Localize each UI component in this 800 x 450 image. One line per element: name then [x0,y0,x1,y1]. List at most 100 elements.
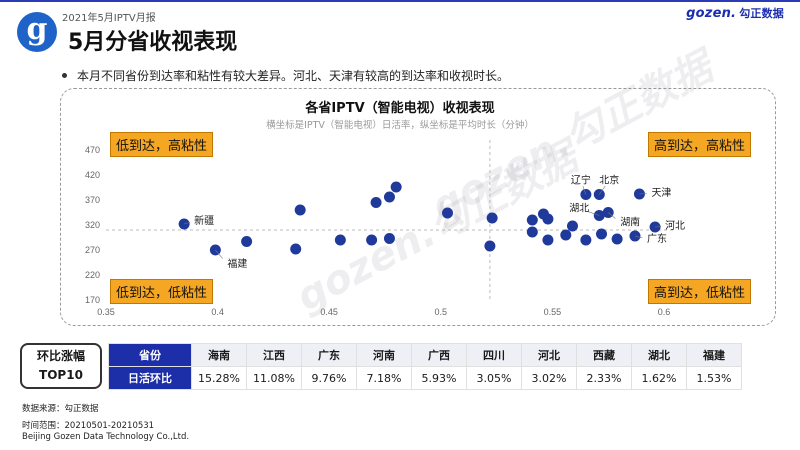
top10-label: 环比涨幅 TOP10 [20,343,102,389]
point-leader-line [655,226,662,228]
province-cell: 河南 [356,343,412,367]
x-tick-label: 0.35 [97,307,115,317]
point-leader-line [599,185,606,195]
point-leader-line [639,193,647,195]
data-point [383,233,395,244]
y-tick-label: 320 [85,220,100,230]
time-range: 时间范围：20210501-20210531 [22,421,155,431]
data-point [241,236,253,247]
province-cell: 广东 [301,343,357,367]
top-accent-line [0,0,800,2]
point-leader-line [634,235,643,239]
point-leader-line [608,212,616,219]
brand-logo: gozen. 勾正数据 [686,5,784,21]
data-point [366,234,378,246]
table-row-dau-growth: 日活环比 15.28% 11.08% 9.76% 7.18% 5.93% 3.0… [108,366,742,390]
data-point [566,220,578,232]
bullet-dot-icon [62,73,67,78]
data-point [383,191,395,203]
point-leader-line [184,221,191,225]
y-tick-label: 170 [85,295,100,305]
brand-en: gozen. [686,6,737,21]
top10-label-line2: TOP10 [39,368,83,382]
point-label: 河北 [665,220,685,232]
chart-subtitle: 横坐标是IPTV（智能电视）日活率，纵坐标是平均时长（分钟） [266,120,534,131]
point-leader-line [587,211,600,216]
x-tick-label: 0.4 [211,307,224,317]
data-point [560,229,572,241]
data-point [441,207,453,219]
y-tick-label: 420 [85,170,100,180]
point-label: 湖北 [569,203,589,215]
page-title: 5月分省收视表现 [68,30,238,55]
growth-cell: 5.93% [411,366,467,390]
report-tag: 2021年5月IPTV月报 [62,13,156,24]
table-row-province: 省份 海南 江西 广东 河南 广西 四川 河北 西藏 湖北 福建 [108,343,742,367]
province-cell: 广西 [411,343,467,367]
data-point [526,226,538,238]
top10-label-line1: 环比涨幅 [36,349,85,363]
data-point [542,234,554,246]
y-tick-label: 220 [85,270,100,280]
province-cell: 河北 [521,343,577,367]
point-label: 北京 [599,174,619,187]
point-label: 广东 [647,232,667,245]
gozen-logo: g [17,12,57,52]
point-leader-line [582,185,587,195]
province-cell: 江西 [246,343,302,367]
brand-cn: 勾正数据 [739,7,784,20]
point-label: 新疆 [194,214,214,227]
x-tick-label: 0.55 [544,307,562,317]
point-label: 湖南 [620,216,640,229]
company-name: Beijing Gozen Data Technology Co.,Ltd. [22,432,190,442]
point-label: 福建 [227,257,247,270]
data-point [580,234,592,246]
data-point [294,204,306,216]
point-label: 辽宁 [571,174,591,187]
province-cell: 海南 [191,343,247,367]
data-point [290,243,302,255]
data-point [611,233,623,245]
data-point [596,228,608,240]
province-cell: 西藏 [576,343,632,367]
row-header-dau-growth: 日活环比 [108,366,192,390]
growth-cell: 1.53% [686,366,742,390]
point-label: 天津 [651,187,671,199]
y-tick-label: 470 [85,145,100,155]
growth-cell: 11.08% [246,366,302,390]
data-point [390,181,402,193]
data-point [334,234,346,246]
growth-cell: 3.02% [521,366,577,390]
data-point [484,240,496,252]
data-source: 数据来源：勾正数据 [22,404,99,414]
growth-cell: 2.33% [576,366,632,390]
data-point [542,213,554,225]
x-tick-label: 0.6 [658,307,671,317]
bullet-text: 本月不同省份到达率和粘性有较大差异。河北、天津有较高的到达率和收视时长。 [77,69,510,83]
province-cell: 湖北 [631,343,687,367]
quadrant-label-top-left: 低到达，高粘性 [110,132,214,157]
top10-table: 省份 海南 江西 广东 河南 广西 四川 河北 西藏 湖北 福建 日活环比 15… [108,343,742,390]
x-tick-label: 0.45 [320,307,338,317]
growth-cell: 15.28% [191,366,247,390]
quadrant-label-top-right: 高到达，高粘性 [647,132,751,157]
row-header-province: 省份 [108,343,192,367]
province-cell: 福建 [686,343,742,367]
growth-cell: 1.62% [631,366,687,390]
y-tick-label: 270 [85,245,100,255]
y-tick-label: 370 [85,195,100,205]
data-point [486,212,498,224]
growth-cell: 3.05% [466,366,522,390]
province-cell: 四川 [466,343,522,367]
x-tick-label: 0.5 [435,307,448,317]
chart-panel [60,88,776,326]
bullet-summary: 本月不同省份到达率和粘性有较大差异。河北、天津有较高的到达率和收视时长。 [62,67,509,84]
quadrant-label-bottom-left: 低到达，低粘性 [110,279,214,304]
quadrant-label-bottom-right: 高到达，低粘性 [647,279,751,304]
growth-cell: 9.76% [301,366,357,390]
chart-title: 各省IPTV（智能电视）收视表现 [305,101,495,116]
growth-cell: 7.18% [356,366,412,390]
point-leader-line [215,249,223,259]
data-point [526,214,538,226]
